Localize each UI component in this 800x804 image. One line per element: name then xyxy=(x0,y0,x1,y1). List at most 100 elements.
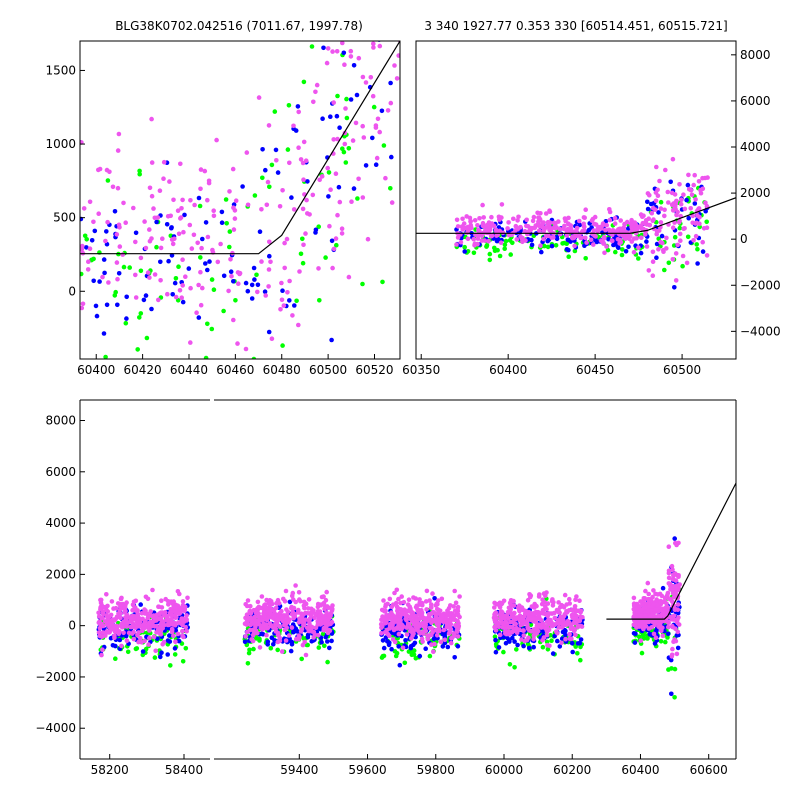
data-point-magenta xyxy=(545,219,551,225)
data-point-magenta xyxy=(138,635,143,641)
data-point-magenta xyxy=(674,651,680,657)
data-point-blue xyxy=(172,280,178,286)
data-point-magenta xyxy=(121,630,126,636)
data-point-magenta xyxy=(532,629,537,634)
data-point-magenta xyxy=(307,212,312,217)
data-point-blue xyxy=(242,639,248,645)
data-point-magenta xyxy=(104,592,109,597)
data-point-blue xyxy=(293,128,299,133)
data-point-magenta xyxy=(171,633,176,639)
data-point-magenta xyxy=(415,608,421,614)
data-point-magenta xyxy=(368,75,374,80)
data-point-magenta xyxy=(331,137,337,142)
data-point-magenta xyxy=(665,189,671,195)
data-point-magenta xyxy=(444,620,450,626)
data-point-magenta xyxy=(324,9,329,14)
data-point-magenta xyxy=(317,177,323,183)
data-point-magenta xyxy=(672,220,677,225)
data-point-magenta xyxy=(482,238,488,243)
data-point-blue xyxy=(668,657,674,663)
data-point-magenta xyxy=(235,341,240,346)
data-point-magenta xyxy=(279,297,285,303)
data-point-blue xyxy=(654,241,660,247)
data-point-blue xyxy=(101,331,107,336)
data-point-magenta xyxy=(643,613,648,619)
data-point-magenta xyxy=(340,41,345,46)
data-point-magenta xyxy=(342,62,347,67)
data-point-magenta xyxy=(325,165,331,171)
data-point-blue xyxy=(149,306,154,312)
data-point-magenta xyxy=(165,214,171,219)
data-point-magenta xyxy=(670,225,676,230)
data-point-magenta xyxy=(244,612,250,617)
data-point-magenta xyxy=(329,606,335,612)
data-point-magenta xyxy=(96,630,102,635)
data-point-blue xyxy=(526,645,532,651)
data-point-magenta xyxy=(498,240,504,245)
data-point-magenta xyxy=(689,192,695,198)
zoom-right-ytick-label: −4000 xyxy=(740,324,781,338)
data-point-green xyxy=(381,653,387,659)
data-point-magenta xyxy=(179,206,184,211)
data-point-magenta xyxy=(431,649,436,654)
data-point-blue xyxy=(389,154,394,160)
data-point-magenta xyxy=(650,594,655,600)
data-point-magenta xyxy=(623,236,628,241)
data-point-magenta xyxy=(147,227,152,232)
data-point-magenta xyxy=(161,159,167,165)
data-point-magenta xyxy=(200,285,205,291)
data-point-magenta xyxy=(629,225,634,230)
data-point-magenta xyxy=(245,202,251,208)
data-point-green xyxy=(355,196,360,201)
data-point-magenta xyxy=(423,628,429,634)
zoom-right-xtick-label: 60350 xyxy=(402,363,440,377)
data-point-magenta xyxy=(134,622,140,628)
data-point-magenta xyxy=(497,632,503,638)
data-point-green xyxy=(578,644,583,650)
data-point-magenta xyxy=(543,593,548,598)
data-point-blue xyxy=(348,97,354,102)
data-point-green xyxy=(695,246,700,252)
data-point-magenta xyxy=(417,600,423,606)
data-point-magenta xyxy=(112,635,117,641)
data-point-blue xyxy=(182,212,187,218)
data-point-green xyxy=(553,243,559,248)
data-point-magenta xyxy=(159,598,164,603)
data-point-magenta xyxy=(617,237,623,243)
data-point-green xyxy=(471,250,477,256)
data-point-blue xyxy=(326,194,331,199)
data-point-magenta xyxy=(499,215,504,220)
data-point-magenta xyxy=(236,281,241,287)
data-point-green xyxy=(427,653,433,659)
data-point-magenta xyxy=(451,614,457,619)
data-point-blue xyxy=(305,179,310,184)
data-point-green xyxy=(394,650,400,656)
data-point-magenta xyxy=(389,625,395,630)
data-point-magenta xyxy=(467,215,473,221)
data-point-magenta xyxy=(521,237,526,243)
data-point-green xyxy=(223,197,229,202)
data-point-magenta xyxy=(257,645,263,650)
data-point-blue xyxy=(381,645,387,651)
data-point-magenta xyxy=(290,597,296,602)
data-point-magenta xyxy=(315,601,321,607)
data-point-green xyxy=(137,168,142,174)
data-point-magenta xyxy=(583,207,588,212)
data-point-magenta xyxy=(566,215,571,221)
data-point-magenta xyxy=(259,259,264,264)
data-point-magenta xyxy=(573,597,578,602)
data-point-blue xyxy=(554,234,559,240)
data-point-magenta xyxy=(396,631,402,637)
data-point-blue xyxy=(158,654,163,660)
data-point-magenta xyxy=(546,621,552,627)
data-point-magenta xyxy=(289,605,294,611)
data-point-magenta xyxy=(388,100,394,106)
data-point-magenta xyxy=(669,202,675,208)
data-point-magenta xyxy=(552,622,558,627)
data-point-magenta xyxy=(337,199,343,205)
data-point-blue xyxy=(89,238,95,243)
data-point-magenta xyxy=(577,598,582,603)
data-point-magenta xyxy=(492,612,497,618)
data-point-magenta xyxy=(290,313,295,318)
data-point-blue xyxy=(389,646,394,652)
